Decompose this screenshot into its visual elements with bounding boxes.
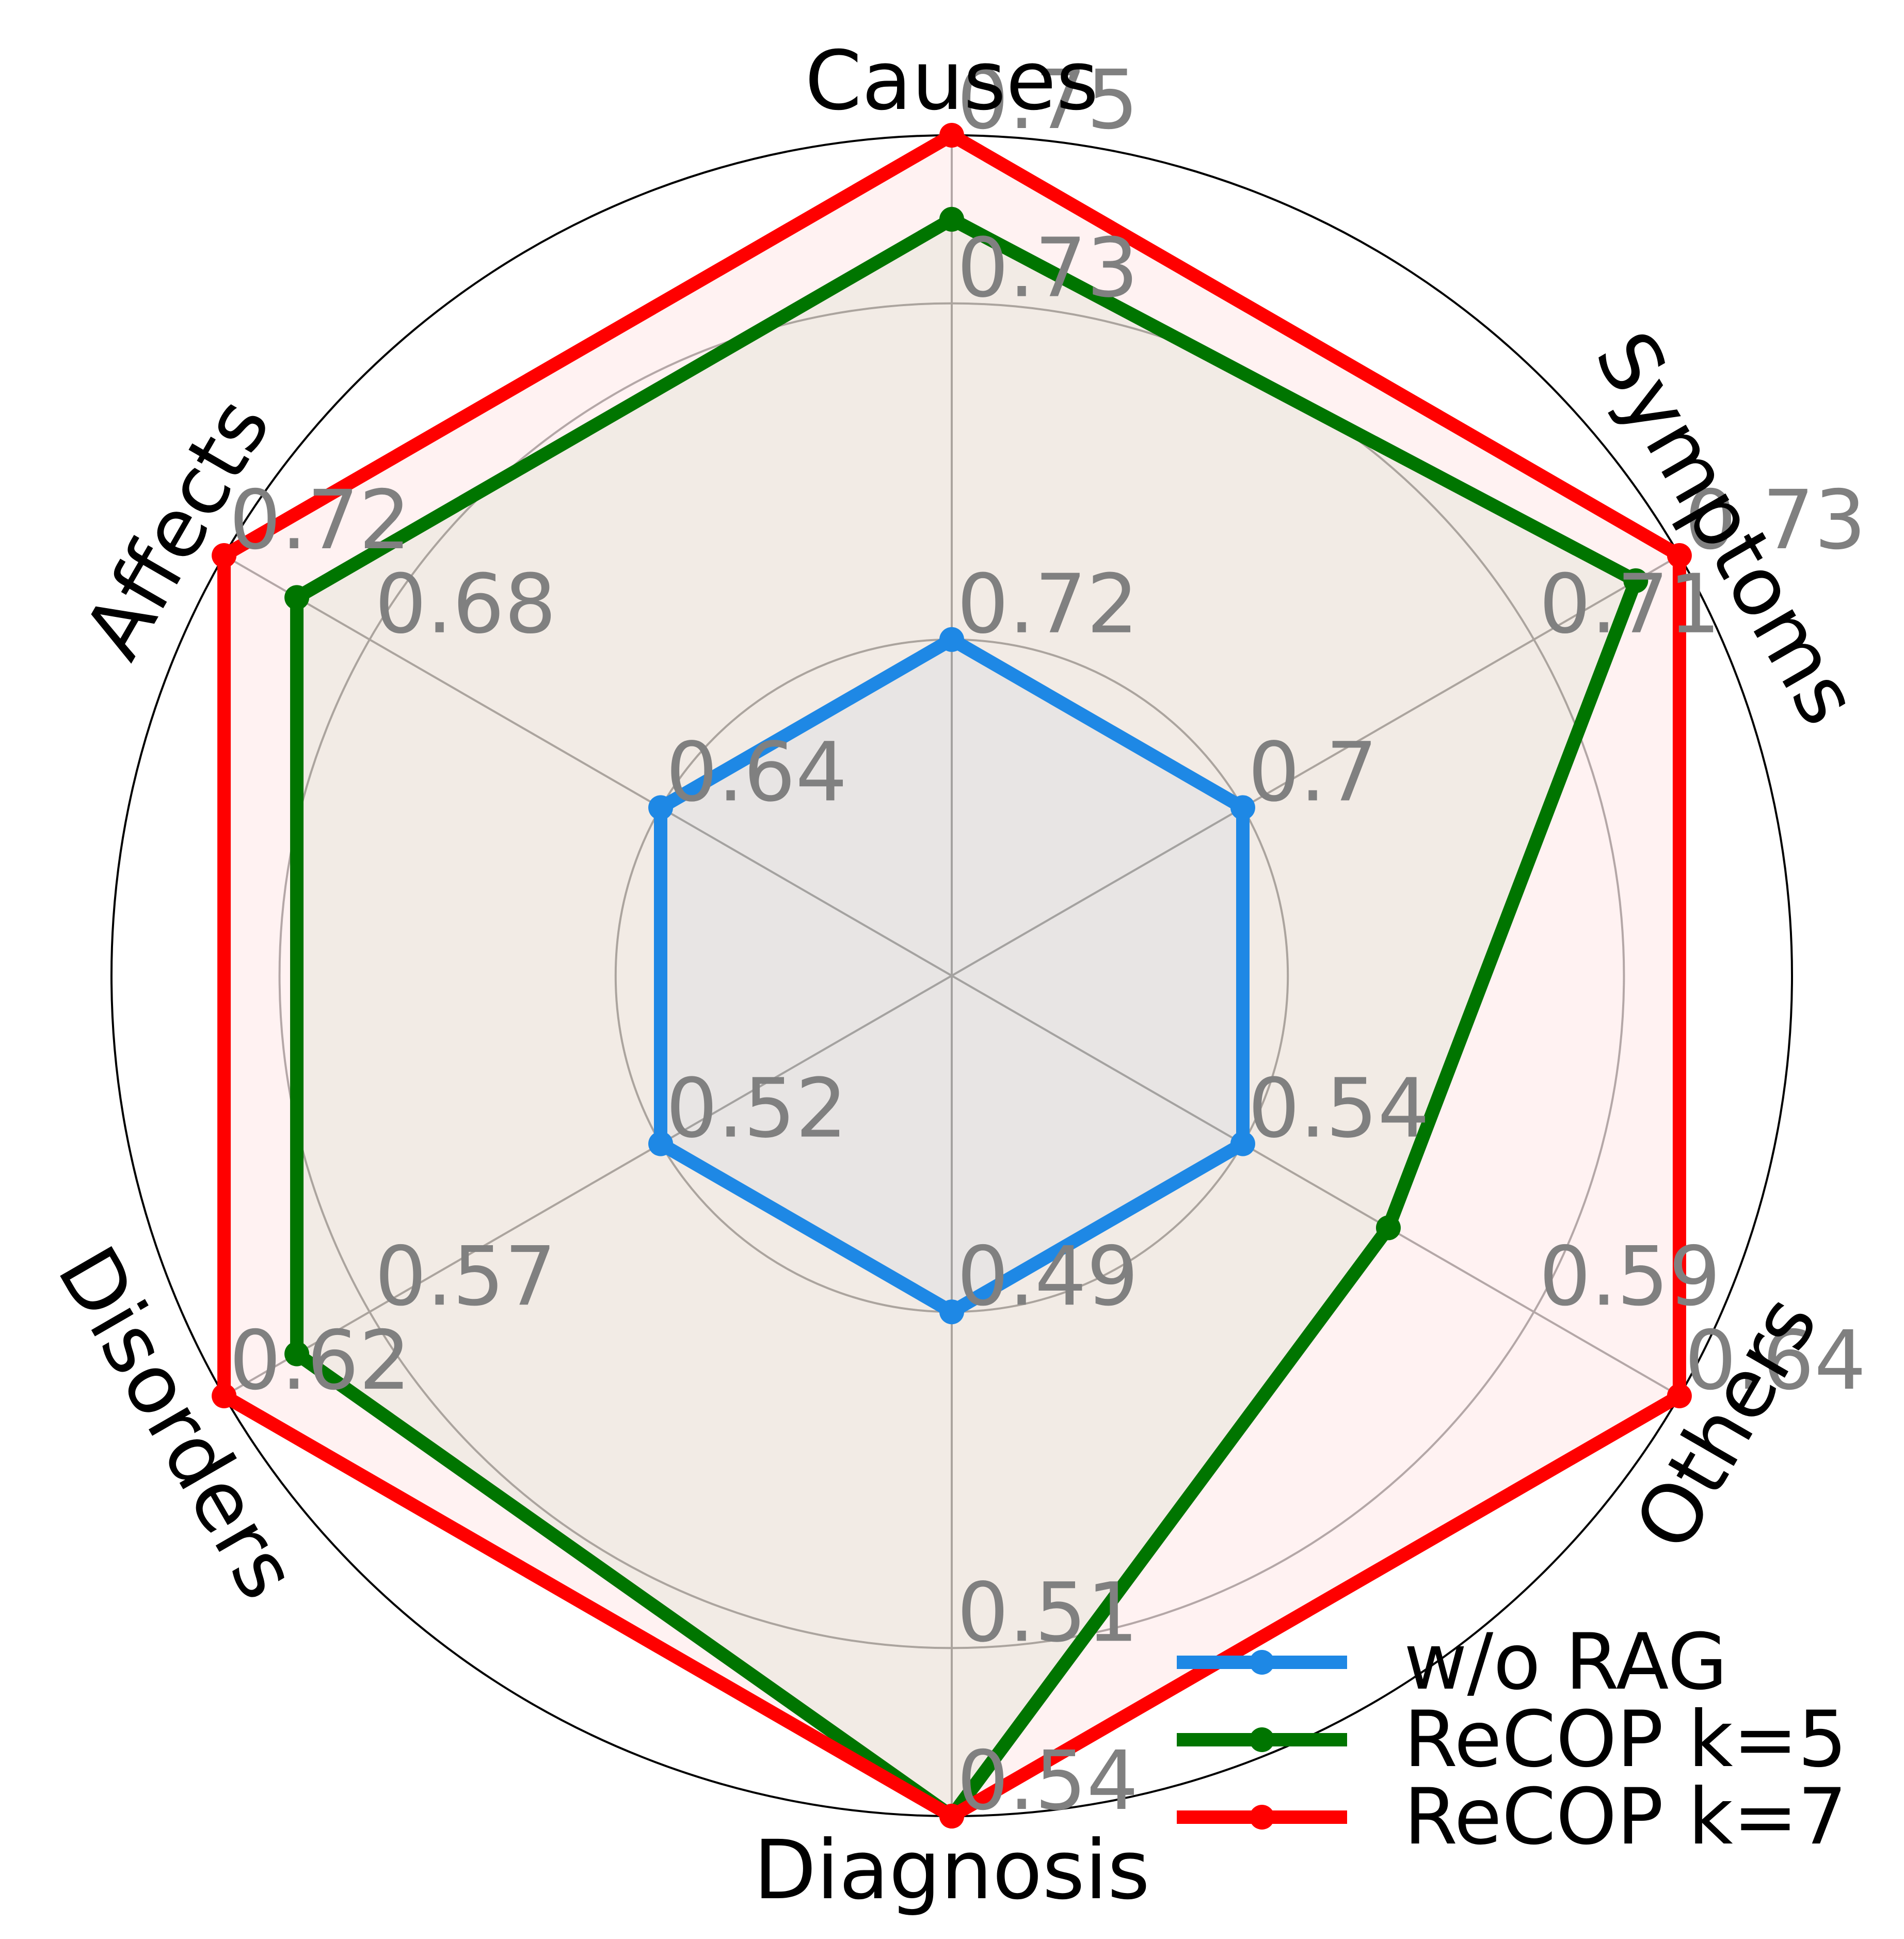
series-fill-recop-k-5 (297, 219, 1636, 1816)
spoke-symptoms (951, 554, 1680, 977)
legend-marker-w-o-rag (1250, 1650, 1274, 1675)
tick-label-others-2: 0.59 (1539, 1229, 1721, 1324)
tick-label-diagnosis-3: 0.54 (957, 1734, 1139, 1829)
legend-label-recop-k-5: ReCOP k=5 (1404, 1695, 1847, 1785)
data-point-recop-k-5-others (1375, 1215, 1401, 1241)
legend-label-recop-k-7: ReCOP k=7 (1404, 1772, 1847, 1862)
spoke-affects (223, 554, 953, 977)
data-point-recop-k-7-symptoms (1667, 543, 1692, 568)
tick-label-affects-2: 0.68 (375, 557, 556, 652)
tick-label-affects-3: 0.72 (229, 473, 411, 568)
data-point-recop-k-7-causes (939, 123, 964, 148)
data-point-w-o-rag-others (1230, 1131, 1255, 1156)
tick-label-disorders-3: 0.62 (229, 1313, 411, 1408)
spoke-disorders (223, 975, 953, 1397)
data-point-recop-k-5-symptoms (1623, 568, 1649, 593)
tick-label-affects-1: 0.64 (666, 725, 847, 820)
tick-label-others-1: 0.54 (1248, 1061, 1430, 1156)
axis-label-diagnosis: Diagnosis (754, 1823, 1150, 1918)
tick-label-causes-3: 0.75 (957, 53, 1139, 148)
data-point-w-o-rag-diagnosis (939, 1299, 964, 1325)
tick-label-causes-2: 0.73 (957, 221, 1139, 316)
data-point-recop-k-7-diagnosis (939, 1804, 964, 1829)
axis-label-causes: Causes (805, 34, 1098, 129)
data-point-recop-k-5-causes (939, 206, 964, 232)
tick-label-diagnosis-1: 0.49 (957, 1229, 1139, 1324)
tick-label-disorders-2: 0.57 (375, 1229, 556, 1324)
tick-label-symptoms-1: 0.7 (1248, 725, 1378, 820)
data-point-w-o-rag-affects (648, 795, 674, 820)
legend-marker-recop-k-5 (1250, 1727, 1274, 1752)
data-point-w-o-rag-symptoms (1230, 795, 1255, 820)
tick-label-causes-1: 0.72 (957, 557, 1139, 652)
tick-label-disorders-1: 0.52 (666, 1061, 847, 1156)
series-fill-w-o-rag (661, 639, 1243, 1312)
data-point-recop-k-5-affects (284, 585, 310, 610)
series-lines (212, 123, 1692, 1829)
tick-label-others-3: 0.64 (1685, 1313, 1866, 1408)
legend-label-w-o-rag: w/o RAG (1404, 1617, 1727, 1707)
data-point-recop-k-7-others (1667, 1384, 1692, 1408)
series-fills (224, 135, 1679, 1816)
tick-label-symptoms-3: 0.73 (1685, 473, 1866, 568)
tick-label-diagnosis-2: 0.51 (957, 1565, 1139, 1660)
data-point-w-o-rag-causes (939, 627, 964, 652)
data-point-w-o-rag-disorders (648, 1131, 674, 1156)
tick-labels: 0.720.730.750.70.710.730.540.590.640.490… (229, 53, 1866, 1829)
tick-label-symptoms-2: 0.71 (1539, 557, 1721, 652)
spoke-others (951, 975, 1680, 1397)
series-fill-recop-k-7 (224, 135, 1679, 1816)
data-point-recop-k-5-disorders (284, 1341, 310, 1366)
data-point-recop-k-7-disorders (212, 1384, 237, 1408)
data-point-recop-k-7-affects (212, 543, 237, 568)
legend-marker-recop-k-7 (1250, 1805, 1274, 1830)
